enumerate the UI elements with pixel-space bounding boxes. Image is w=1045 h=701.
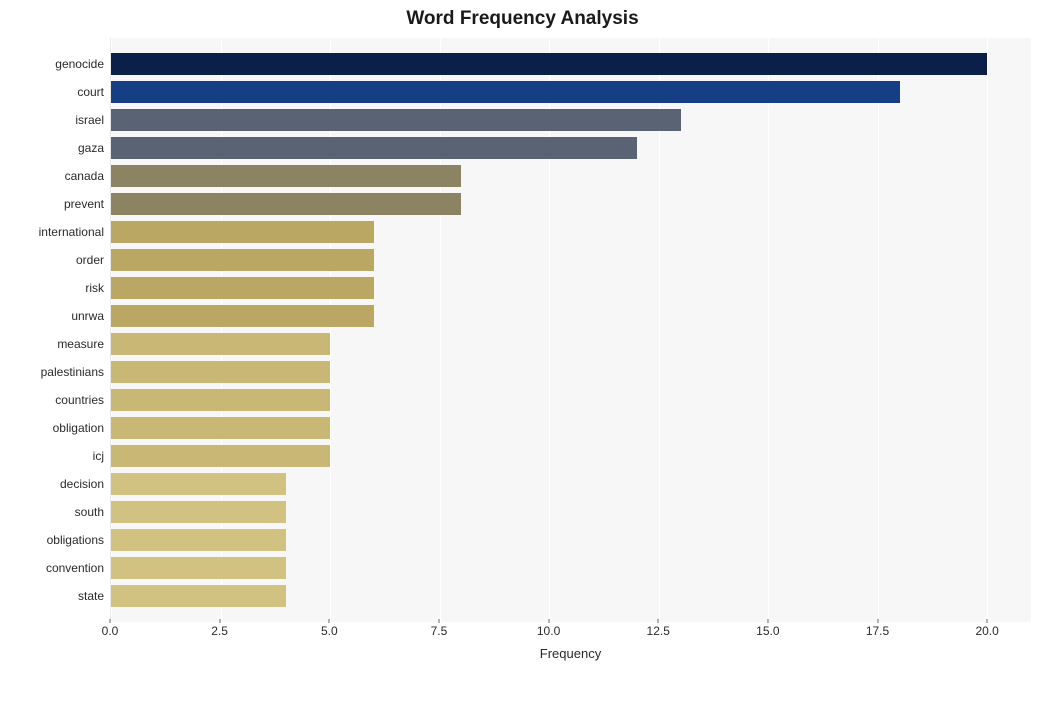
- bar: [111, 529, 286, 551]
- bar: [111, 277, 374, 299]
- x-tick-label: 5.0: [321, 624, 338, 638]
- bar-row: [111, 190, 1031, 218]
- bar-row: [111, 470, 1031, 498]
- x-tick-label: 10.0: [537, 624, 560, 638]
- plot-row: genocidecourtisraelgazacanadapreventinte…: [0, 38, 1045, 622]
- bar-row: [111, 358, 1031, 386]
- y-tick-label: international: [0, 218, 110, 246]
- bars-container: [111, 50, 1031, 610]
- y-axis-labels: genocidecourtisraelgazacanadapreventinte…: [0, 38, 110, 622]
- bar-row: [111, 554, 1031, 582]
- y-tick-label: palestinians: [0, 358, 110, 386]
- bar-row: [111, 246, 1031, 274]
- x-axis: 0.02.55.07.510.012.515.017.520.0: [110, 622, 1031, 644]
- bar: [111, 473, 286, 495]
- bar-row: [111, 498, 1031, 526]
- bar-row: [111, 78, 1031, 106]
- y-tick-label: measure: [0, 330, 110, 358]
- bar: [111, 137, 637, 159]
- bar: [111, 165, 461, 187]
- y-tick-label: countries: [0, 386, 110, 414]
- bar: [111, 417, 330, 439]
- x-tick-label: 7.5: [431, 624, 448, 638]
- x-tick-mark: [438, 619, 439, 623]
- bar: [111, 333, 330, 355]
- bar: [111, 193, 461, 215]
- chart-title: Word Frequency Analysis: [0, 8, 1045, 30]
- y-tick-label: risk: [0, 274, 110, 302]
- bar-row: [111, 106, 1031, 134]
- y-tick-label: genocide: [0, 50, 110, 78]
- bar-row: [111, 526, 1031, 554]
- bar-row: [111, 414, 1031, 442]
- plot-area: [110, 38, 1031, 622]
- bar-row: [111, 162, 1031, 190]
- bar: [111, 53, 987, 75]
- bar: [111, 389, 330, 411]
- bar: [111, 305, 374, 327]
- y-tick-label: obligations: [0, 526, 110, 554]
- bar-row: [111, 274, 1031, 302]
- y-tick-label: obligation: [0, 414, 110, 442]
- y-tick-label: canada: [0, 162, 110, 190]
- x-tick-mark: [548, 619, 549, 623]
- x-tick-label: 12.5: [647, 624, 670, 638]
- y-tick-label: order: [0, 246, 110, 274]
- y-tick-label: convention: [0, 554, 110, 582]
- x-tick-label: 17.5: [866, 624, 889, 638]
- y-tick-label: gaza: [0, 134, 110, 162]
- bar: [111, 585, 286, 607]
- x-tick-label: 2.5: [211, 624, 228, 638]
- y-tick-label: icj: [0, 442, 110, 470]
- x-tick-mark: [110, 619, 111, 623]
- x-tick-label: 15.0: [756, 624, 779, 638]
- bar-row: [111, 330, 1031, 358]
- chart-container: Word Frequency Analysis genocidecourtisr…: [0, 8, 1045, 661]
- bar-row: [111, 134, 1031, 162]
- bar: [111, 361, 330, 383]
- y-tick-label: prevent: [0, 190, 110, 218]
- y-tick-label: israel: [0, 106, 110, 134]
- y-tick-label: unrwa: [0, 302, 110, 330]
- x-tick-mark: [767, 619, 768, 623]
- bar: [111, 221, 374, 243]
- y-tick-label: court: [0, 78, 110, 106]
- bar-row: [111, 442, 1031, 470]
- bar-row: [111, 50, 1031, 78]
- bar-row: [111, 302, 1031, 330]
- x-tick-mark: [658, 619, 659, 623]
- x-axis-label: Frequency: [110, 646, 1031, 661]
- y-tick-label: south: [0, 498, 110, 526]
- x-tick-label: 0.0: [102, 624, 119, 638]
- bar: [111, 249, 374, 271]
- bar: [111, 557, 286, 579]
- bar: [111, 445, 330, 467]
- x-tick-mark: [329, 619, 330, 623]
- x-tick-mark: [877, 619, 878, 623]
- y-tick-label: state: [0, 582, 110, 610]
- bar: [111, 501, 286, 523]
- bar-row: [111, 582, 1031, 610]
- bar: [111, 81, 900, 103]
- x-tick-mark: [219, 619, 220, 623]
- x-tick-label: 20.0: [975, 624, 998, 638]
- bar: [111, 109, 681, 131]
- bar-row: [111, 218, 1031, 246]
- y-tick-label: decision: [0, 470, 110, 498]
- x-tick-mark: [987, 619, 988, 623]
- bar-row: [111, 386, 1031, 414]
